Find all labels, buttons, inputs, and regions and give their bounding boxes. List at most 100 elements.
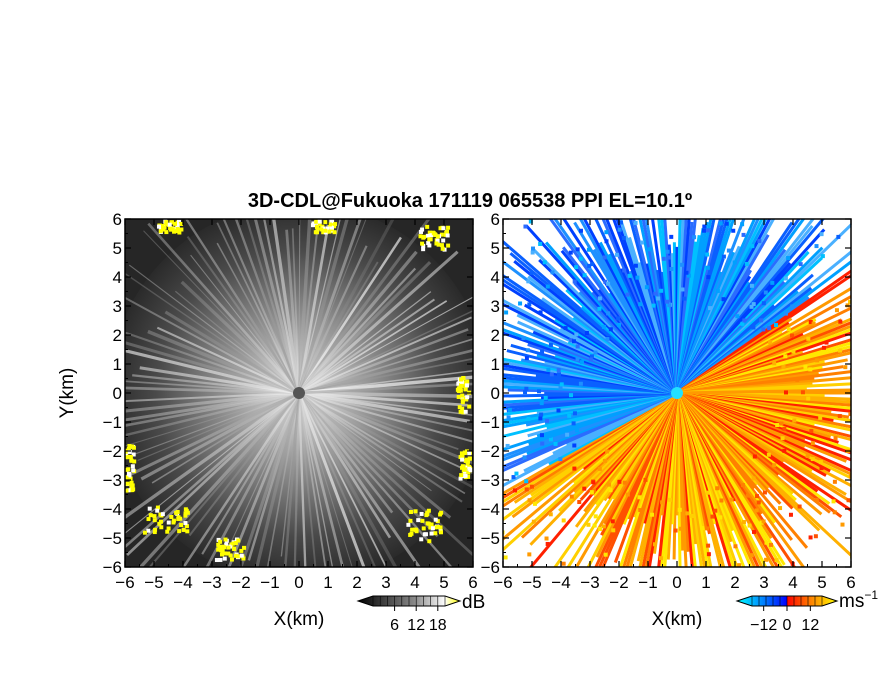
velocity-cell (813, 534, 818, 539)
intensity-echo-cell (425, 233, 430, 238)
velocity-cell (622, 480, 627, 485)
intensity-ray (298, 392, 473, 443)
velocity-cell (521, 335, 526, 340)
velocity-cell (678, 526, 683, 531)
velocity-cell (597, 306, 602, 311)
intensity-ray (239, 392, 301, 567)
intensity-echo-cell (425, 512, 430, 517)
intensity-echo-cell (172, 229, 177, 234)
intensity-echo-cell (462, 467, 467, 472)
velocity-cell (506, 415, 511, 420)
velocity-cell (841, 574, 845, 578)
x-tick-label: 3 (381, 573, 390, 592)
velocity-cell (603, 279, 608, 284)
x-tick-label: 5 (439, 573, 448, 592)
intensity-echo-cell (440, 246, 445, 251)
velocity-cell (525, 348, 530, 353)
x-tick-label: 0 (672, 573, 681, 592)
velocity-cell (762, 490, 767, 495)
intensity-echo-cell (428, 525, 433, 530)
velocity-cell (489, 347, 493, 351)
velocity-cell (819, 466, 824, 471)
velocity-cell (751, 476, 756, 481)
intensity-echo-cell (314, 219, 319, 224)
intensity-echo-cell (467, 404, 472, 409)
velocity-cell (685, 511, 690, 516)
intensity-echo-cell (176, 516, 181, 521)
velocity-cell (643, 477, 648, 482)
velocity-cell (537, 389, 542, 394)
velocity-cell (604, 230, 609, 235)
velocity-cell (561, 561, 566, 566)
y-tick-label: −6 (103, 558, 122, 577)
intensity-echo-cell (422, 234, 427, 239)
velocity-cell (625, 292, 630, 297)
intensity-ray (222, 219, 300, 394)
intensity-echo-cell (125, 476, 129, 481)
velocity-cell (673, 528, 678, 533)
velocity-cell (633, 220, 638, 225)
intensity-echo-cell (436, 242, 441, 247)
velocity-cell (526, 416, 531, 421)
velocity-cell (627, 273, 632, 278)
velocity-cell (545, 418, 550, 423)
velocity-cell (724, 221, 729, 226)
velocity-cell (640, 240, 645, 245)
intensity-echo-cell (420, 227, 425, 232)
intensity-echo-cell (181, 527, 186, 532)
y-tick-label: 4 (491, 268, 500, 287)
velocity-cell (831, 210, 835, 214)
velocity-cell (539, 433, 544, 438)
velocity-cell (524, 487, 529, 492)
intensity-echo-cell (429, 531, 434, 536)
intensity-echo-cell (462, 473, 467, 478)
velocity-cell (607, 636, 611, 640)
velocity-cell (571, 421, 576, 426)
velocity-cell (837, 414, 842, 419)
velocity-cell (514, 471, 519, 476)
velocity-cell (542, 260, 547, 265)
velocity-cell (768, 340, 773, 345)
velocity-cell (660, 500, 665, 505)
velocity-cell (846, 498, 851, 503)
velocity-cell (571, 339, 576, 344)
intensity-ray (298, 391, 470, 423)
intensity-echo-cell (218, 539, 223, 544)
velocity-cell (778, 506, 783, 511)
velocity-cell (633, 263, 638, 268)
velocity-cell (810, 441, 815, 446)
velocity-cell (652, 542, 657, 547)
intensity-ray (125, 392, 300, 549)
velocity-cell (538, 416, 543, 421)
x-tick-label: 0 (294, 573, 303, 592)
intensity-ray (283, 392, 301, 567)
velocity-cell (539, 401, 544, 406)
velocity-cell (572, 466, 577, 471)
velocity-cell (524, 386, 529, 391)
intensity-echo-cell (317, 221, 322, 226)
intensity-echo-cell (413, 509, 418, 514)
velocity-cell (745, 493, 750, 498)
intensity-ray (125, 391, 300, 403)
velocity-cell (574, 332, 579, 337)
intensity-echo-cell (441, 238, 446, 243)
velocity-cell (608, 327, 613, 332)
velocity-cell (617, 322, 622, 327)
velocity-cell (507, 407, 512, 412)
velocity-cell (578, 381, 583, 386)
velocity-cell (772, 361, 777, 366)
velocity-cell (634, 629, 638, 633)
intensity-echo-cell (441, 226, 446, 231)
velocity-cell (783, 276, 788, 281)
intensity-echo-cell (157, 521, 162, 526)
intensity-ray (297, 392, 366, 567)
velocity-cell (474, 500, 478, 504)
intensity-ray (247, 392, 301, 561)
colorbar-tick-label: 18 (429, 617, 447, 634)
x-tick-label: −4 (173, 573, 192, 592)
intensity-echo-cell (444, 230, 449, 235)
intensity-ray (188, 392, 300, 537)
velocity-cell (833, 436, 838, 441)
